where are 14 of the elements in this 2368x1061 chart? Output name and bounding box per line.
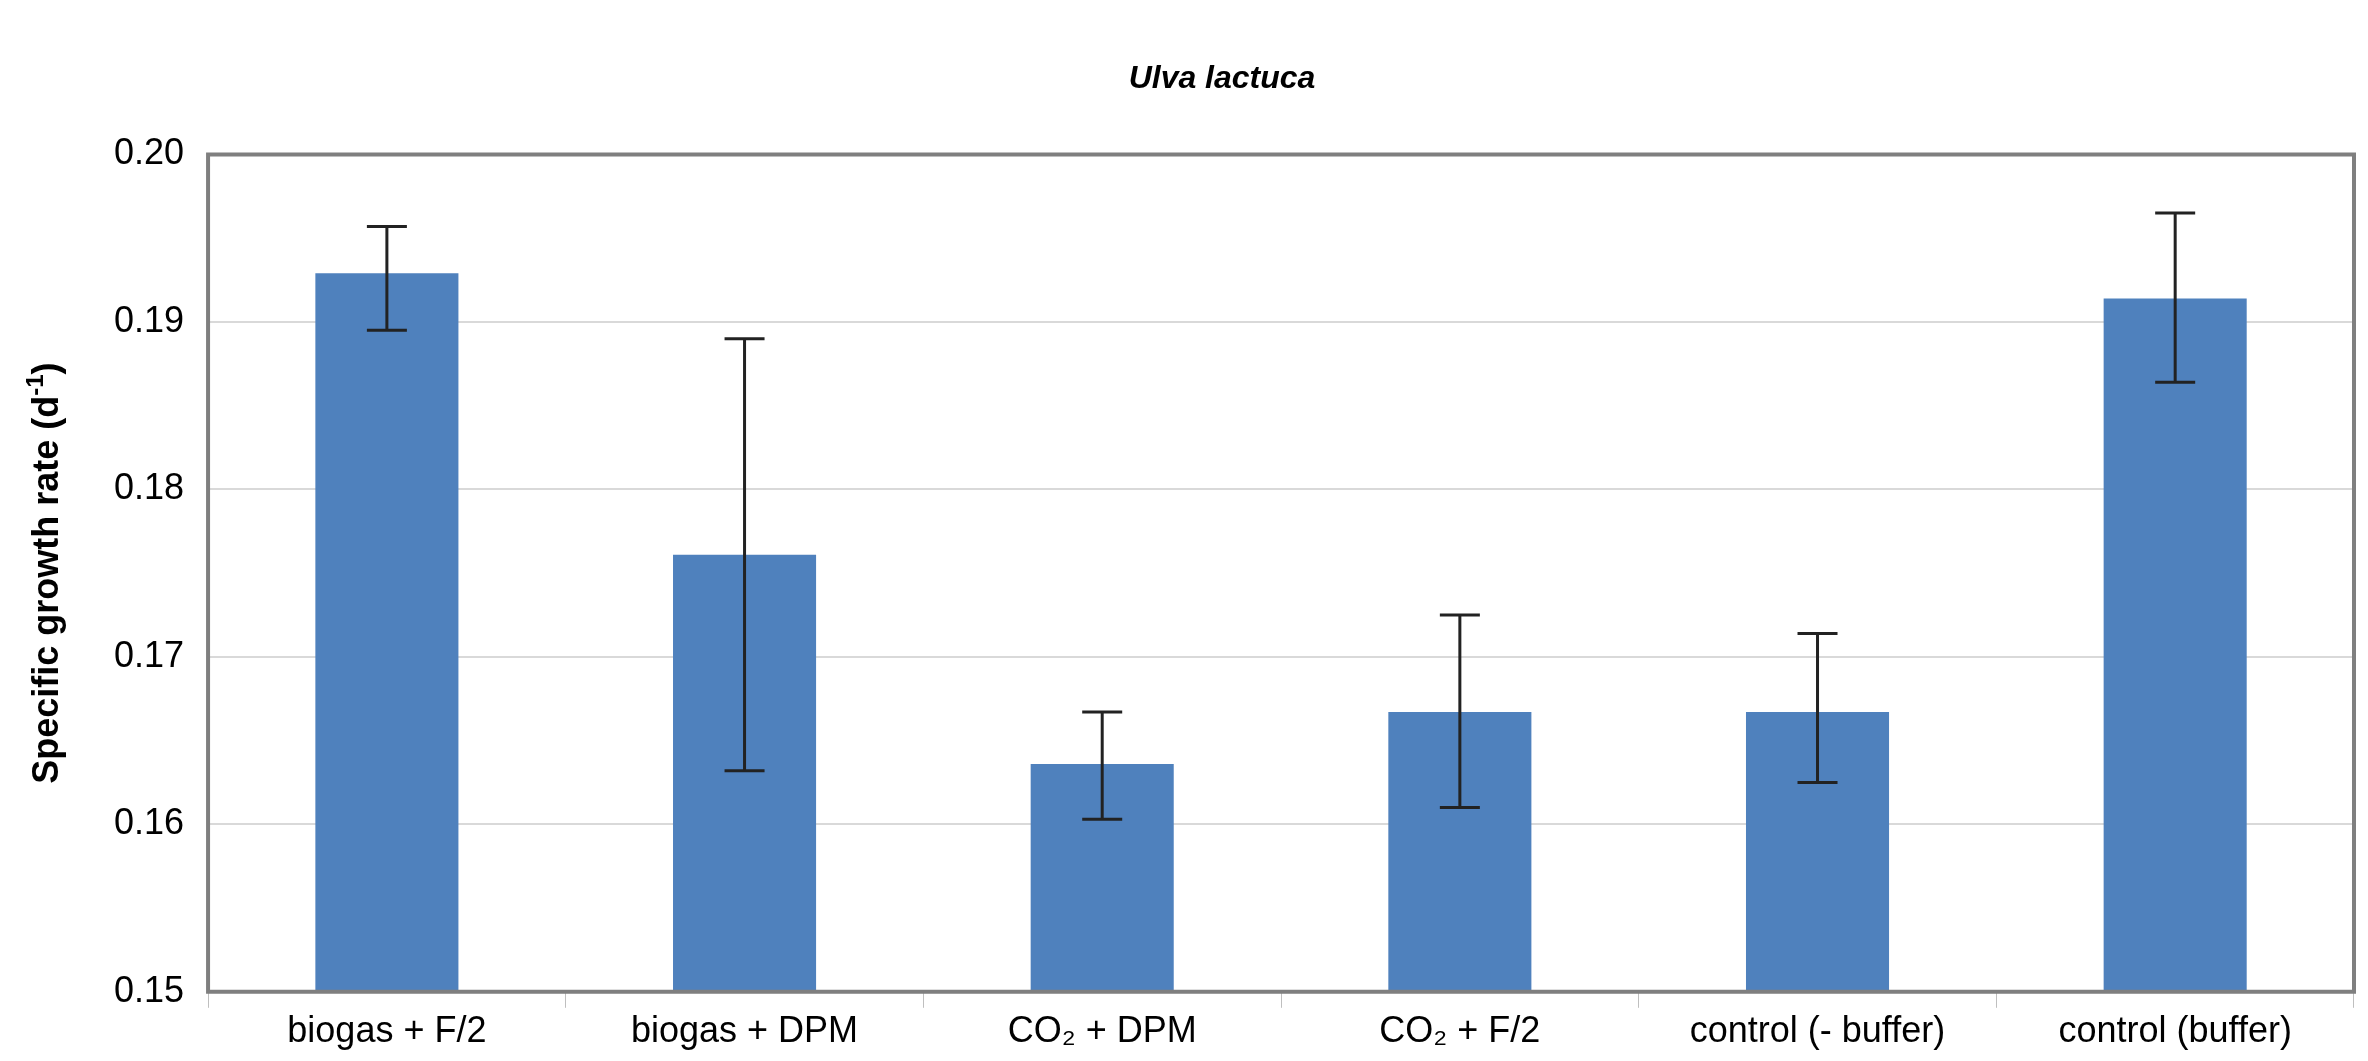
y-tick-label: 0.18 xyxy=(113,466,185,508)
x-tick-label: biogas + F/2 xyxy=(287,1009,487,1051)
x-tick-label: CO₂ + F/2 xyxy=(1379,1009,1541,1051)
y-axis-title: Specific growth rate (d-1) xyxy=(20,362,66,784)
x-tick-label: CO₂ + DPM xyxy=(1007,1009,1197,1051)
x-tick-label: control (buffer) xyxy=(2058,1009,2292,1051)
y-tick-label: 0.20 xyxy=(113,131,185,173)
y-tick-label: 0.17 xyxy=(113,633,185,675)
y-tick-label: 0.16 xyxy=(113,801,185,843)
chart-title: Ulva lactuca xyxy=(1128,59,1316,96)
y-tick-label: 0.15 xyxy=(113,968,185,1010)
x-tick-label: biogas + DPM xyxy=(631,1009,859,1051)
x-tick-label: control (- buffer) xyxy=(1689,1009,1946,1051)
y-tick-label: 0.19 xyxy=(113,298,185,340)
